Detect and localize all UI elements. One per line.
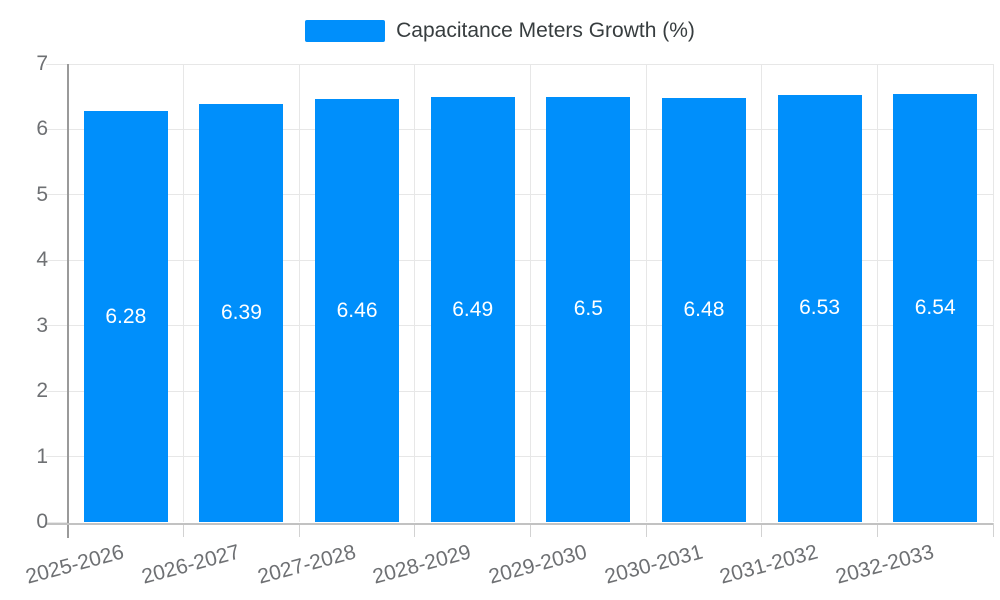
x-tick-label: 2032-2033 [833, 540, 937, 589]
h-gridline [46, 128, 993, 130]
x-axis-tick [761, 523, 763, 537]
h-gridline [46, 325, 993, 327]
bar-value-label: 6.49 [452, 297, 494, 321]
y-tick-label: 6 [36, 117, 48, 141]
x-axis-tick [876, 523, 878, 537]
x-tick-label: 2027-2028 [254, 540, 358, 589]
y-tick-label: 7 [36, 52, 48, 75]
x-tick-label: 2030-2031 [601, 540, 705, 589]
x-axis-tick [645, 523, 647, 537]
v-gridline [992, 64, 994, 522]
bar-value-label: 6.48 [683, 298, 725, 321]
bar-value-label: 6.46 [336, 298, 378, 322]
x-tick-label: 2031-2032 [717, 540, 821, 589]
x-axis-line [46, 522, 993, 525]
y-tick-label: 3 [36, 313, 48, 337]
y-tick-label: 5 [36, 182, 48, 206]
y-axis-tick [46, 521, 68, 523]
y-tick-label: 1 [36, 444, 48, 468]
y-tick-label: 0 [36, 510, 48, 533]
x-axis-tick [992, 523, 994, 537]
chart-legend[interactable]: Capacitance Meters Growth (%) [0, 18, 1000, 44]
bar[interactable] [893, 94, 978, 522]
x-axis-tick [183, 523, 185, 537]
v-gridline [414, 64, 416, 522]
h-gridline [46, 390, 993, 392]
x-tick-label: 2025-2026 [23, 540, 127, 589]
bar-value-label: 6.5 [573, 297, 603, 321]
x-tick-label: 2026-2027 [139, 540, 243, 589]
bar[interactable] [199, 103, 284, 522]
bar[interactable] [777, 94, 862, 522]
y-tick-label: 2 [36, 379, 48, 403]
bar[interactable] [661, 98, 746, 522]
bar-value-label: 6.39 [221, 300, 262, 324]
bar[interactable] [546, 96, 631, 522]
x-tick-label: 2029-2030 [486, 540, 590, 589]
v-gridline [876, 64, 878, 522]
h-gridline [46, 194, 993, 196]
h-gridline [46, 456, 993, 458]
bar[interactable] [83, 111, 168, 522]
x-axis-tick [414, 523, 416, 537]
bar[interactable] [315, 99, 400, 522]
v-gridline [761, 64, 763, 522]
x-tick-label: 2028-2029 [370, 540, 474, 589]
legend-label: Capacitance Meters Growth (%) [396, 19, 695, 42]
v-gridline [645, 64, 647, 522]
legend-marker [305, 20, 386, 42]
bar-value-label: 6.53 [799, 296, 840, 320]
y-axis-line [67, 64, 69, 538]
bar[interactable] [430, 97, 515, 522]
y-tick-label: 4 [36, 248, 48, 272]
v-gridline [298, 64, 300, 522]
h-gridline [46, 259, 993, 261]
v-gridline [530, 64, 531, 522]
h-gridline [46, 63, 993, 65]
x-axis-tick [530, 523, 531, 537]
x-axis-tick [298, 523, 300, 537]
bar-value-label: 6.28 [105, 304, 147, 328]
bar-value-label: 6.54 [914, 296, 956, 320]
v-gridline [183, 64, 185, 522]
